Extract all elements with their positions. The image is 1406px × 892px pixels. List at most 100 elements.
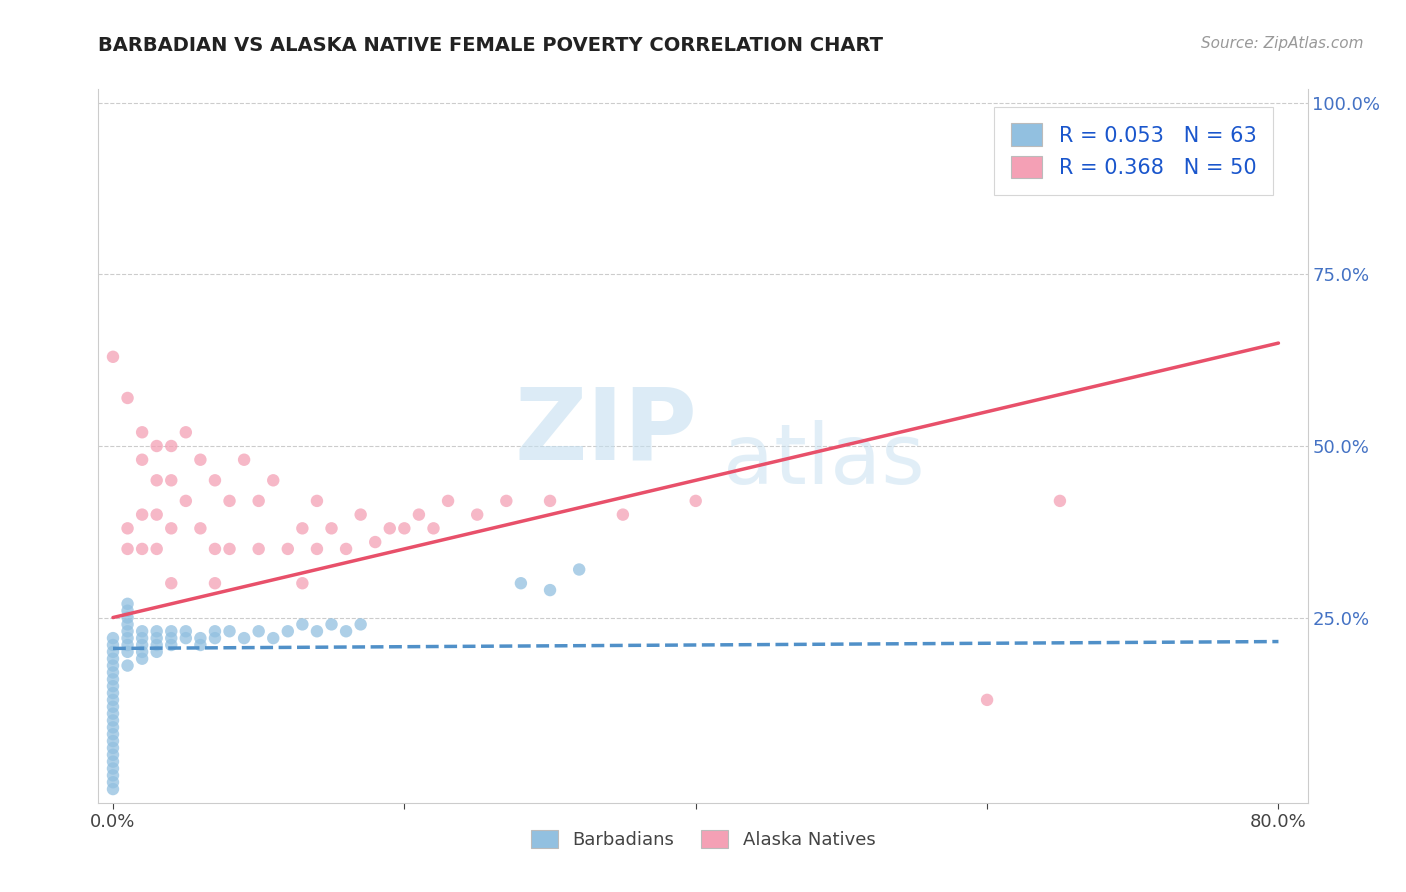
Point (495, 494, 517, 508)
Point (335, 541, 357, 556)
Point (101, 706, 124, 721)
Point (350, 508, 373, 522)
Point (101, 350, 124, 364)
Point (262, 631, 284, 645)
Point (204, 576, 226, 591)
Legend: Barbadians, Alaska Natives: Barbadians, Alaska Natives (522, 821, 884, 858)
Point (160, 624, 183, 639)
Point (190, 452, 212, 467)
Point (101, 740, 124, 755)
Point (218, 494, 240, 508)
Point (160, 521, 183, 535)
Point (131, 624, 153, 639)
Point (117, 541, 139, 556)
Point (160, 439, 183, 453)
Point (101, 693, 124, 707)
Point (101, 762, 124, 776)
Point (509, 576, 531, 591)
Point (101, 673, 124, 687)
Point (218, 624, 240, 639)
Point (364, 535, 387, 549)
Point (145, 541, 167, 556)
Point (117, 521, 139, 535)
Point (277, 541, 299, 556)
Point (174, 494, 197, 508)
Point (117, 631, 139, 645)
Point (131, 541, 153, 556)
Point (305, 541, 328, 556)
Point (145, 645, 167, 659)
Point (101, 658, 124, 673)
Point (190, 631, 212, 645)
Point (305, 624, 328, 639)
Text: Source: ZipAtlas.com: Source: ZipAtlas.com (1201, 36, 1364, 51)
Point (291, 576, 314, 591)
Point (321, 617, 343, 632)
Point (101, 727, 124, 741)
Point (321, 521, 343, 535)
Point (160, 631, 183, 645)
Point (101, 755, 124, 769)
Point (145, 624, 167, 639)
Point (291, 521, 314, 535)
Point (204, 631, 226, 645)
Point (612, 508, 634, 522)
Point (233, 631, 256, 645)
Point (117, 617, 139, 632)
Point (117, 610, 139, 624)
Point (204, 473, 226, 487)
Point (160, 473, 183, 487)
Point (174, 624, 197, 639)
Point (101, 782, 124, 797)
Point (101, 651, 124, 665)
Point (101, 747, 124, 762)
Point (291, 617, 314, 632)
Point (160, 638, 183, 652)
Point (101, 665, 124, 680)
Point (131, 638, 153, 652)
Point (538, 583, 561, 598)
Point (538, 494, 561, 508)
Point (145, 473, 167, 487)
Point (568, 562, 591, 576)
Point (174, 425, 197, 440)
Point (437, 494, 460, 508)
Point (394, 521, 416, 535)
Point (145, 439, 167, 453)
Point (131, 651, 153, 665)
Point (247, 494, 270, 508)
Point (685, 494, 707, 508)
Point (145, 638, 167, 652)
Point (160, 576, 183, 591)
Point (190, 521, 212, 535)
Point (131, 425, 153, 440)
Point (101, 768, 124, 782)
Point (190, 638, 212, 652)
Point (117, 391, 139, 405)
Point (408, 508, 430, 522)
Point (101, 645, 124, 659)
Point (117, 658, 139, 673)
Point (145, 508, 167, 522)
Point (117, 645, 139, 659)
Point (101, 638, 124, 652)
Point (174, 631, 197, 645)
Point (131, 645, 153, 659)
Point (262, 473, 284, 487)
Point (233, 452, 256, 467)
Point (117, 604, 139, 618)
Point (117, 638, 139, 652)
Point (247, 541, 270, 556)
Point (131, 631, 153, 645)
Text: BARBADIAN VS ALASKA NATIVE FEMALE POVERTY CORRELATION CHART: BARBADIAN VS ALASKA NATIVE FEMALE POVERT… (98, 36, 883, 54)
Text: ZIP: ZIP (515, 384, 697, 480)
Point (101, 679, 124, 693)
Point (101, 775, 124, 789)
Point (247, 624, 270, 639)
Point (131, 452, 153, 467)
Point (465, 508, 488, 522)
Point (204, 541, 226, 556)
Point (117, 597, 139, 611)
Point (378, 521, 401, 535)
Point (101, 699, 124, 714)
